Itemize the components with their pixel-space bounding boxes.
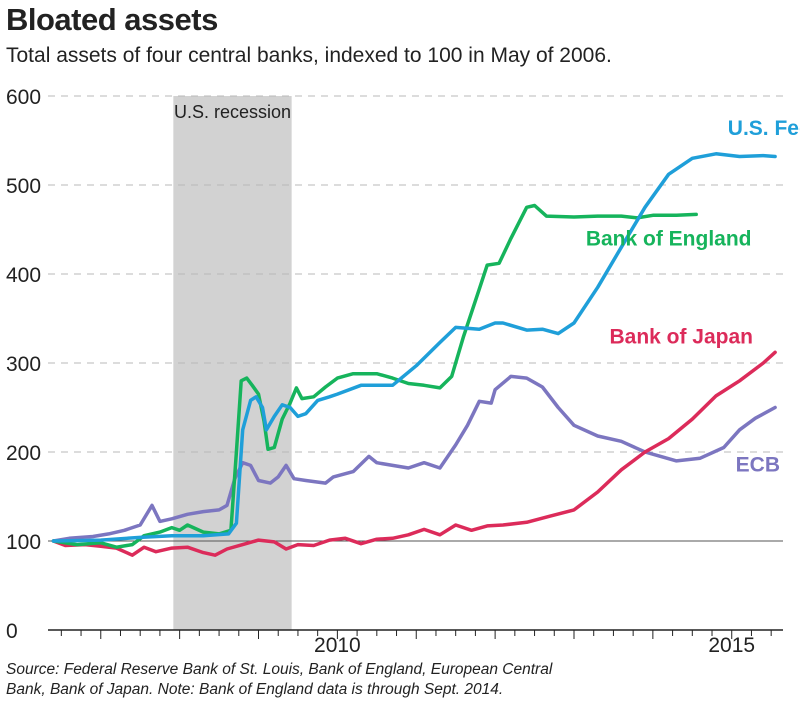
y-tick-label: 300 <box>6 353 41 376</box>
y-tick-label: 100 <box>6 531 41 554</box>
series-line-ecb <box>51 374 777 543</box>
x-tick-label: 2015 <box>708 634 755 657</box>
y-tick-label: 500 <box>6 175 41 198</box>
recession-label: U.S. recession <box>174 102 291 122</box>
chart-title: Bloated assets <box>6 2 218 37</box>
y-tick-label: 0 <box>6 620 18 643</box>
series-label-ecb: ECB <box>736 454 780 477</box>
source-line-2: Bank, Bank of Japan. Note: Bank of Engla… <box>6 681 504 698</box>
y-tick-label: 600 <box>6 86 41 109</box>
x-tick-label: 2010 <box>314 634 361 657</box>
series-label-u-s-fed: U.S. Fed <box>728 117 800 140</box>
source-line-1: Source: Federal Reserve Bank of St. Loui… <box>6 661 553 678</box>
source-note: Source: Federal Reserve Bank of St. Loui… <box>6 660 552 700</box>
series-line-bank-of-england <box>51 203 698 549</box>
series-label-bank-of-japan: Bank of Japan <box>609 325 753 348</box>
y-tick-label: 200 <box>6 442 41 465</box>
chart-subtitle: Total assets of four central banks, inde… <box>6 44 612 67</box>
series-line-bank-of-japan <box>51 350 777 557</box>
series-label-bank-of-england: Bank of England <box>586 228 752 251</box>
series-line-u-s-fed <box>51 152 777 543</box>
y-tick-label: 400 <box>6 264 41 287</box>
